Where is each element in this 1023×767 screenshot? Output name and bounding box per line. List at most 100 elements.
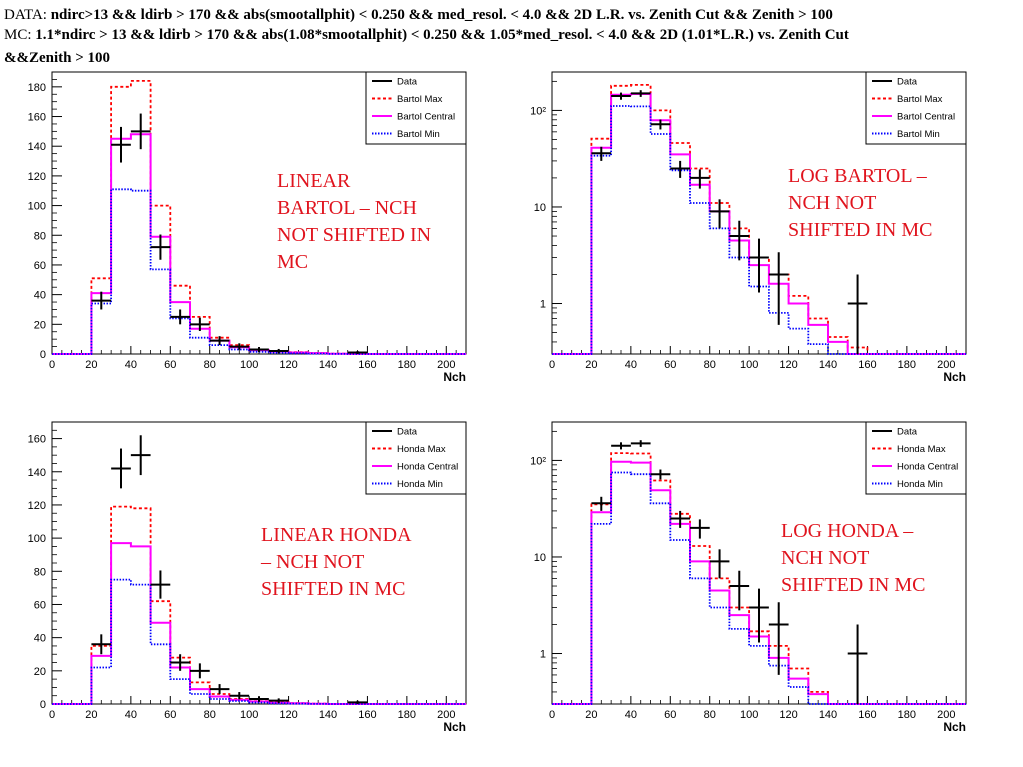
annotation-line: – NCH NOT: [261, 551, 365, 573]
data-point: [170, 309, 190, 325]
y-tick-label: 120: [28, 500, 46, 512]
annotation-line: LINEAR HONDA: [261, 524, 412, 546]
annotation-linear-bartol: LINEAR BARTOL – NCH NOT SHIFTED IN MC: [277, 168, 431, 276]
x-tick-label: 80: [204, 709, 216, 721]
y-tick-label: 40: [34, 290, 46, 302]
x-axis-label: Nch: [943, 720, 966, 734]
data-point: [347, 351, 368, 354]
legend: Data Bartol Max Bartol Central Bartol Min: [865, 71, 967, 145]
data-point: [130, 435, 151, 476]
x-tick-label: 40: [125, 359, 137, 371]
legend-box: [365, 71, 467, 145]
legend-label: Honda Min: [397, 479, 443, 490]
x-tick-label: 120: [279, 359, 297, 371]
x-tick-label: 120: [779, 359, 797, 371]
series-min-histogram: [52, 578, 466, 705]
y-tick-label: 140: [28, 467, 46, 479]
series-min-histogram: [552, 105, 966, 355]
log-bartol-chart: 0 20 40 60 80 100 120 140 160 180 200 1 10 10² Nch Data…: [530, 71, 967, 384]
x-tick-label: 20: [585, 359, 597, 371]
data-point: [347, 700, 368, 704]
data-point: [611, 442, 631, 450]
data-point: [749, 238, 769, 293]
x-tick-label: 100: [240, 359, 258, 371]
x-tick-label: 180: [398, 709, 416, 721]
mc-cuts-cont: &&Zenith > 100: [4, 50, 111, 66]
y-tick-label: 1: [540, 649, 546, 661]
x-tick-label: 140: [819, 359, 837, 371]
x-tick-label: 40: [625, 709, 637, 721]
mc-prefix: MC:: [4, 27, 36, 43]
annotation-line: SHIFTED IN MC: [788, 219, 933, 241]
annotation-line: NCH NOT: [788, 192, 877, 214]
legend-label: Honda Max: [897, 444, 946, 455]
data-point: [690, 519, 710, 539]
y-tick-label: 10: [534, 202, 546, 214]
x-tick-label: 180: [398, 359, 416, 371]
x-tick-label: 160: [858, 709, 876, 721]
data-cuts: ndirc>13 && ldirb > 170 && abs(smootallp…: [50, 7, 833, 23]
data-point: [670, 510, 690, 528]
legend-label: Bartol Min: [897, 129, 940, 140]
data-point: [591, 496, 612, 511]
x-tick-label: 20: [85, 359, 97, 371]
x-tick-label: 80: [704, 709, 716, 721]
y-tick-label: 10²: [530, 105, 546, 117]
legend-label: Honda Min: [897, 479, 943, 490]
legend-box: [365, 421, 467, 495]
annotation-log-bartol: LOG BARTOL – NCH NOT SHIFTED IN MC: [788, 163, 932, 244]
series-min-histogram: [52, 188, 466, 355]
data-point: [729, 220, 750, 261]
x-tick-label: 0: [549, 709, 555, 721]
data-point: [611, 92, 631, 100]
x-tick-label: 60: [164, 359, 176, 371]
x-tick-label: 140: [319, 359, 337, 371]
x-tick-label: 60: [664, 359, 676, 371]
x-tick-label: 0: [49, 359, 55, 371]
data-point: [111, 126, 131, 163]
x-tick-label: 180: [898, 709, 916, 721]
y-tick-label: 80: [34, 566, 46, 578]
x-axis-label: Nch: [443, 720, 466, 734]
x-tick-label: 60: [664, 709, 676, 721]
y-tick-label: 60: [34, 260, 46, 272]
y-tick-label: 0: [40, 699, 46, 711]
x-tick-label: 160: [358, 709, 376, 721]
data-point: [650, 469, 671, 480]
x-tick-label: 80: [204, 359, 216, 371]
x-tick-label: 200: [937, 359, 955, 371]
legend-label: Honda Max: [397, 444, 446, 455]
data-point: [847, 274, 868, 354]
y-tick-label: 80: [34, 230, 46, 242]
x-tick-label: 60: [164, 709, 176, 721]
annotation-line: SHIFTED IN MC: [261, 578, 406, 600]
x-tick-label: 20: [585, 709, 597, 721]
annotation-linear-honda: LINEAR HONDA – NCH NOT SHIFTED IN MC: [261, 522, 412, 603]
x-tick-label: 200: [437, 359, 455, 371]
x-tick-label: 160: [358, 359, 376, 371]
y-tick-label: 0: [40, 349, 46, 361]
y-tick-label: 60: [34, 599, 46, 611]
data-point: [229, 343, 250, 350]
data-point: [150, 570, 171, 599]
y-tick-label: 120: [28, 171, 46, 183]
data-point: [249, 696, 269, 702]
legend-label: Honda Central: [897, 462, 958, 473]
data-prefix: DATA:: [4, 7, 51, 23]
y-tick-label: 160: [28, 112, 46, 124]
x-tick-label: 80: [704, 359, 716, 371]
data-point: [91, 634, 112, 655]
x-tick-label: 20: [85, 709, 97, 721]
mc-cuts: 1.1*ndirc > 13 && ldirb > 170 && abs(1.0…: [35, 27, 849, 43]
mc-cuts-continued: &&Zenith > 100: [4, 48, 110, 68]
y-tick-label: 140: [28, 141, 46, 153]
data-point: [690, 169, 710, 189]
y-tick-label: 40: [34, 633, 46, 645]
annotation-line: LOG HONDA –: [781, 520, 914, 542]
legend-label: Data: [397, 77, 418, 88]
y-tick-label: 1: [540, 299, 546, 311]
y-tick-label: 20: [34, 666, 46, 678]
data-cuts-line: DATA: ndirc>13 && ldirb > 170 && abs(smo…: [4, 5, 833, 25]
x-tick-label: 160: [858, 359, 876, 371]
data-point: [768, 602, 789, 675]
